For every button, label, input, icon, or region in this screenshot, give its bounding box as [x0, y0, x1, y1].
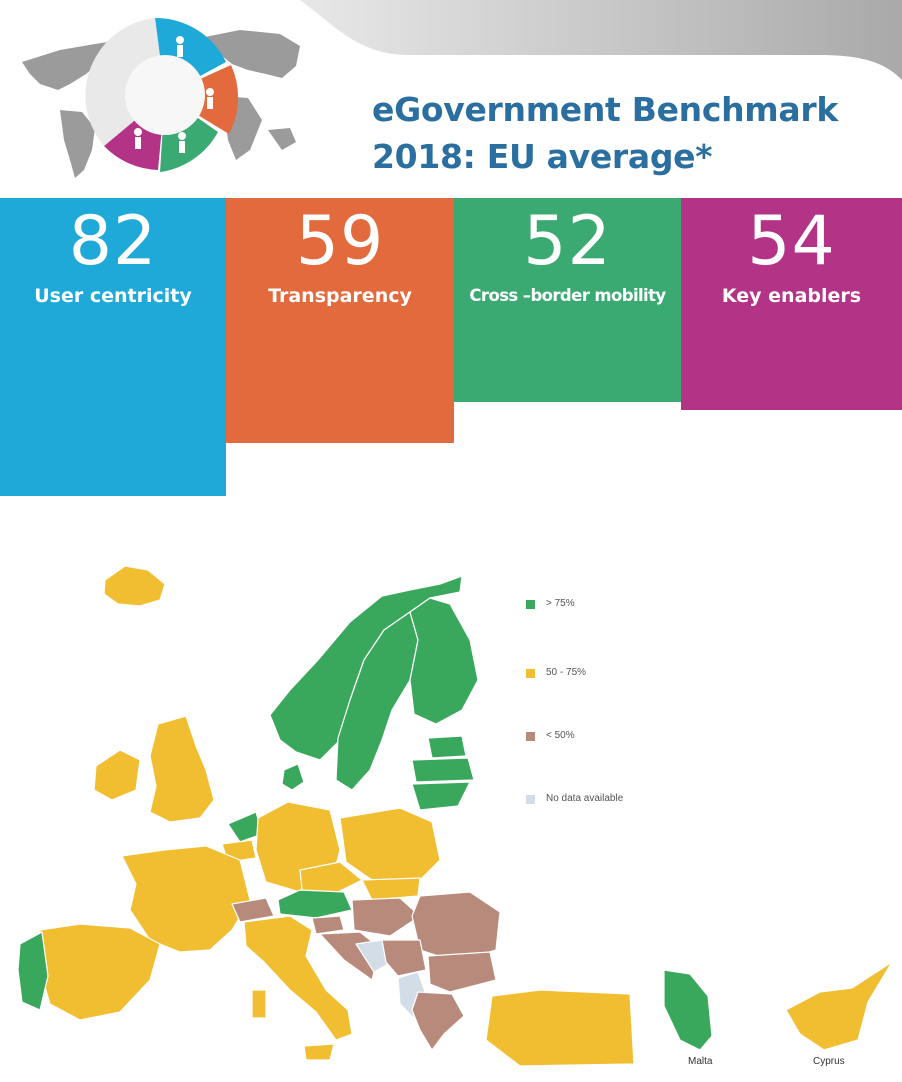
legend-label: > 75%	[546, 598, 575, 609]
stat-value: 54	[747, 202, 836, 281]
stat-card-cross-border-mobility: 52 Cross –border mobility	[454, 198, 681, 402]
legend-swatch	[526, 600, 535, 609]
legend-label: 50 - 75%	[546, 667, 587, 678]
country-switzerland	[231, 897, 275, 923]
country-france	[121, 845, 251, 953]
country-greece	[411, 991, 465, 1051]
stat-label: Cross –border mobility	[469, 286, 666, 305]
country-finland	[409, 597, 479, 725]
europe-map-section: > 75% 50 - 75% < 50% No data available M…	[0, 545, 902, 1082]
person-icons	[134, 36, 214, 153]
legend-swatch	[526, 732, 535, 741]
legend-swatch	[526, 669, 535, 678]
country-austria	[277, 889, 353, 919]
country-slovakia	[361, 877, 421, 901]
legend-label: < 50%	[546, 730, 575, 741]
cyprus-label: Cyprus	[813, 1056, 845, 1067]
stat-card-key-enablers: 54 Key enablers	[681, 198, 902, 410]
country-spain	[39, 923, 161, 1021]
stat-card-user-centricity: 82 User centricity	[0, 198, 226, 496]
country-slovenia	[311, 915, 345, 935]
country-sicily	[303, 1043, 335, 1061]
country-serbia	[381, 939, 427, 977]
stat-value: 82	[68, 202, 158, 281]
title-line-2: 2018: EU average*	[372, 137, 713, 176]
stat-label: User centricity	[34, 285, 192, 307]
stat-label: Transparency	[268, 285, 412, 307]
country-ireland	[93, 749, 141, 801]
country-lithuania	[411, 781, 471, 811]
country-portugal	[17, 931, 49, 1011]
inset-cyprus	[785, 961, 893, 1051]
legend-swatch	[526, 795, 535, 804]
stat-card-transparency: 59 Transparency	[226, 198, 454, 443]
header-background	[22, 0, 902, 178]
legend-label: No data available	[546, 793, 624, 804]
country-hungary	[351, 897, 421, 937]
country-united-kingdom	[149, 715, 215, 823]
country-denmark	[281, 763, 305, 791]
stat-label: Key enablers	[721, 285, 862, 307]
header: eGovernment Benchmark 2018: EU average*	[0, 0, 902, 200]
country-romania	[411, 891, 501, 963]
stat-value: 52	[523, 202, 612, 281]
country-poland	[339, 807, 441, 881]
country-italy	[243, 915, 353, 1041]
inset-malta	[663, 969, 713, 1051]
country-sardinia	[251, 989, 267, 1019]
country-iceland	[103, 565, 166, 607]
pie-graphic	[85, 17, 239, 172]
malta-label: Malta	[688, 1056, 713, 1067]
europe-map	[17, 565, 893, 1067]
country-czechia	[299, 861, 363, 897]
country-bulgaria	[427, 951, 497, 993]
country-estonia	[427, 735, 467, 759]
country-turkey	[485, 989, 635, 1067]
title-line-1: eGovernment Benchmark	[372, 90, 838, 129]
stat-value: 59	[295, 202, 385, 281]
page-title: eGovernment Benchmark 2018: EU average*	[372, 86, 838, 180]
country-latvia	[411, 757, 475, 783]
